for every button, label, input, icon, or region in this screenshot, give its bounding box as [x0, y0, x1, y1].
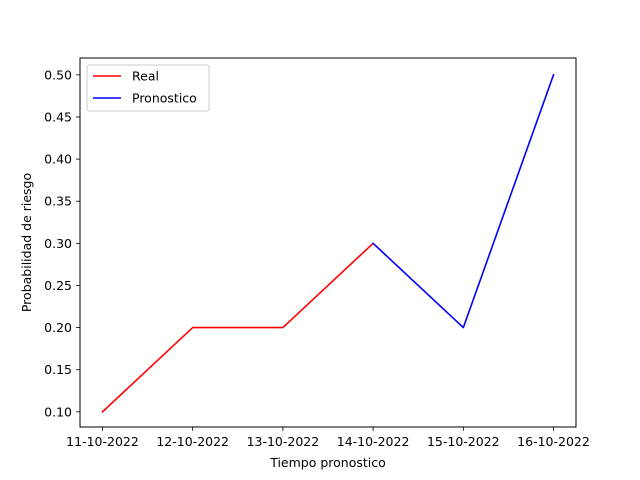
x-axis-label: Tiempo pronostico [269, 455, 386, 470]
x-tick-label: 12-10-2022 [156, 434, 229, 449]
plot-frame [79, 57, 577, 428]
y-tick-label: 0.45 [44, 109, 72, 124]
x-tick-label: 16-10-2022 [517, 434, 590, 449]
y-tick-label: 0.35 [44, 194, 72, 209]
legend-label-real: Real [132, 69, 159, 84]
plot-lines [101, 73, 555, 413]
legend-label-pronostico: Pronostico [132, 91, 197, 106]
y-tick-label: 0.15 [44, 362, 72, 377]
x-tick-label: 13-10-2022 [247, 434, 320, 449]
x-axis-ticks: 11-10-2022 12-10-2022 13-10-2022 14-10-2022… [66, 427, 590, 449]
y-axis-label: Probabilidad de riesgo [19, 173, 34, 312]
y-tick-label: 0.20 [44, 320, 72, 335]
series-line-real [101, 242, 375, 413]
y-tick-label: 0.10 [44, 404, 72, 419]
y-tick-label: 0.40 [44, 152, 72, 167]
x-tick-label: 11-10-2022 [66, 434, 139, 449]
series-line-pronostico [371, 73, 555, 329]
x-tick-label: 14-10-2022 [337, 434, 410, 449]
y-tick-label: 0.25 [44, 278, 72, 293]
y-axis-ticks: 0.10 0.15 0.20 0.25 0.30 0.35 0.40 0.45 0.50 [44, 67, 80, 419]
y-tick-label: 0.50 [44, 67, 72, 82]
x-tick-label: 15-10-2022 [427, 434, 500, 449]
y-tick-label: 0.30 [44, 236, 72, 251]
legend: Real Pronostico [86, 64, 210, 112]
